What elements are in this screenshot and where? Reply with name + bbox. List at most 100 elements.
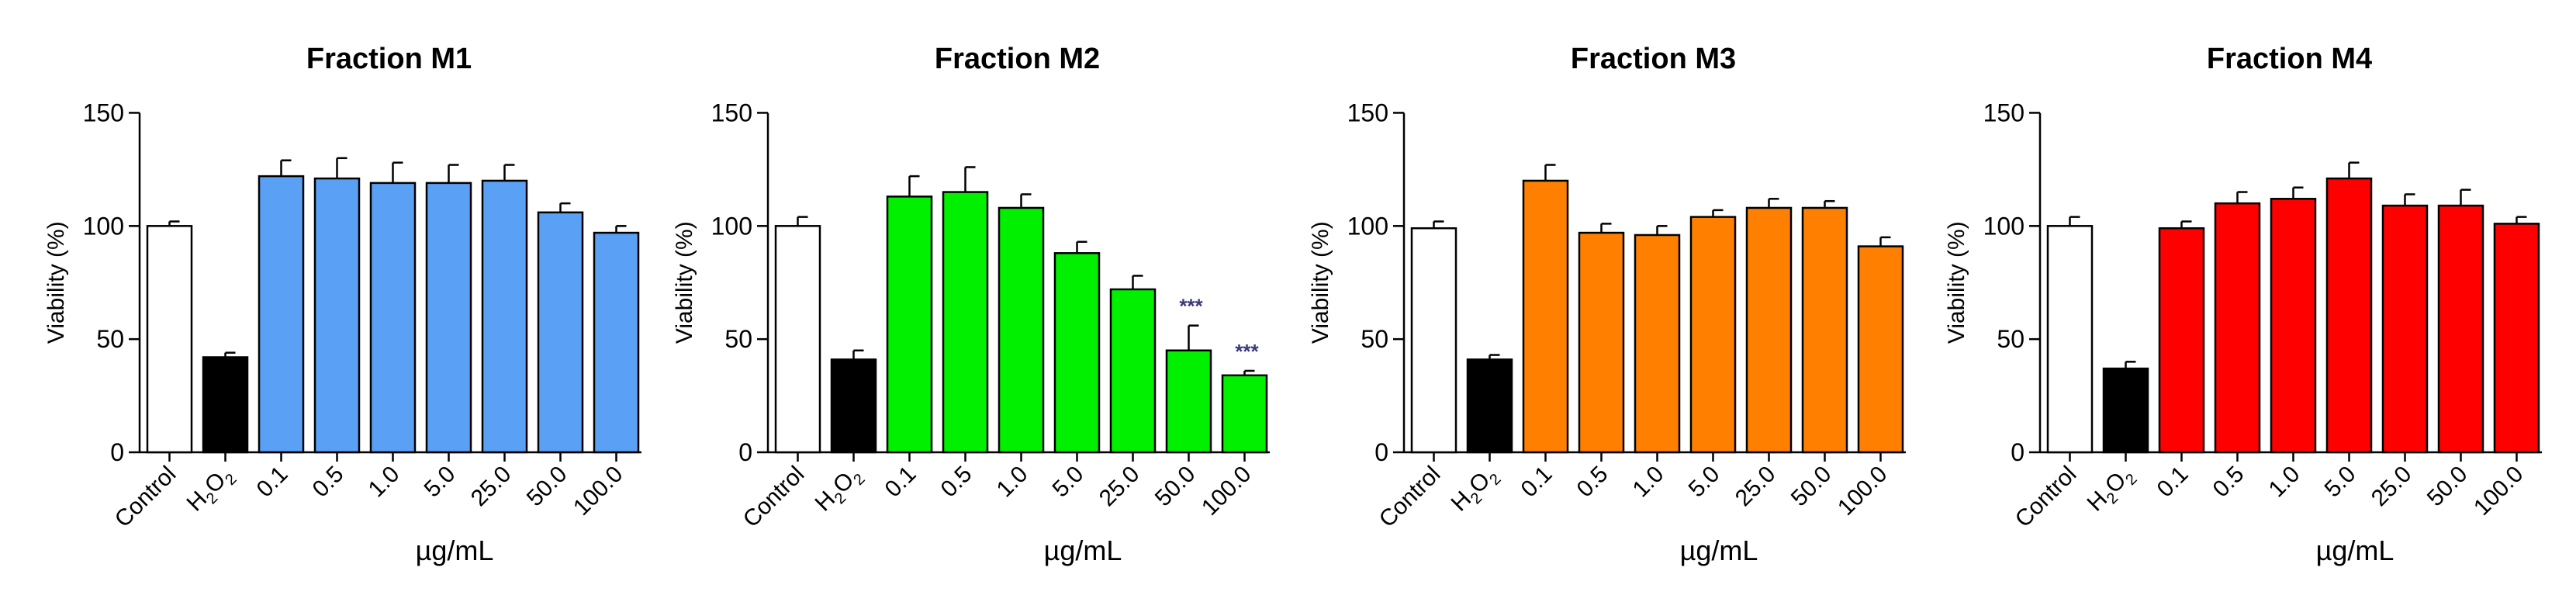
bar-8 — [2437, 204, 2484, 454]
bar-9 — [1221, 374, 1268, 454]
x-tick-label: H2O2 — [2083, 462, 2141, 520]
x-tick-label: 0.1 — [1516, 462, 1558, 503]
x-tick-label: 0.5 — [308, 462, 349, 503]
chart-panel-2: Fraction M2 Viability (%) 0 50 100 150 Control… — [628, 0, 1270, 602]
x-tick-label: 1.0 — [2264, 462, 2305, 503]
x-tick-label: H2O2 — [1447, 462, 1505, 520]
x-tick-label: 100.0 — [2469, 462, 2528, 521]
x-tick-label: 50.0 — [1150, 462, 1201, 512]
y-tick-label: 100 — [711, 212, 752, 240]
bar-7 — [2381, 204, 2429, 454]
y-tick-label: 50 — [1361, 325, 1388, 353]
significance-label: *** — [1179, 295, 1203, 318]
y-tick-label: 50 — [724, 325, 752, 353]
x-tick-label: 5.0 — [420, 462, 461, 503]
x-axis-label: µg/mL — [2316, 535, 2394, 566]
bar-4 — [1578, 231, 1625, 454]
bar-1 — [146, 225, 193, 454]
y-tick-label: 100 — [83, 212, 124, 240]
chart-panel-1: Fraction M1 Viability (%) 0 50 100 150 Control… — [0, 0, 641, 602]
x-tick-label: Control — [1374, 462, 1446, 533]
y-tick-label: 150 — [711, 99, 752, 126]
chart-panel-4: Fraction M4 Viability (%) 0 50 100 150 Control… — [1900, 0, 2542, 602]
y-tick-label: 0 — [110, 438, 124, 466]
x-tick-label: 25.0 — [2367, 462, 2417, 512]
x-tick-label: 25.0 — [466, 462, 517, 512]
y-tick-label: 0 — [738, 438, 752, 466]
bar-3 — [886, 195, 933, 454]
chart-title: Fraction M2 — [935, 43, 1100, 75]
bar-chart-svg: Fraction M1 Viability (%) 0 50 100 150 Control… — [43, 43, 641, 566]
bar-4 — [942, 191, 989, 454]
y-tick-label: 150 — [1983, 99, 2024, 126]
y-tick-label: 0 — [2011, 438, 2024, 466]
x-tick-label: Control — [110, 462, 182, 533]
bar-5 — [1634, 234, 1681, 454]
y-tick-label: 150 — [83, 99, 124, 126]
bar-2 — [1466, 358, 1513, 454]
x-tick-label: 0.1 — [252, 462, 293, 503]
y-tick-label: 100 — [1347, 212, 1388, 240]
bar-2 — [2102, 367, 2149, 454]
x-tick-label: 50.0 — [1786, 462, 1837, 512]
bar-3 — [258, 175, 305, 454]
y-axis-label: Viability (%) — [1944, 221, 1969, 344]
x-axis-label: µg/mL — [1044, 535, 1122, 566]
bar-5 — [369, 182, 417, 454]
x-tick-label: H2O2 — [182, 462, 240, 520]
bar-3 — [1522, 179, 1569, 454]
x-tick-label: H2O2 — [811, 462, 869, 520]
x-tick-label: 0.5 — [1572, 462, 1613, 503]
y-axis-label: Viability (%) — [43, 221, 69, 344]
x-tick-label: 25.0 — [1094, 462, 1145, 512]
x-axis-label: µg/mL — [1680, 535, 1758, 566]
x-tick-label: 5.0 — [1048, 462, 1089, 503]
x-tick-label: 100.0 — [569, 462, 628, 521]
x-tick-label: 100.0 — [1833, 462, 1892, 521]
bar-1 — [774, 225, 821, 454]
bar-8 — [1165, 349, 1212, 454]
bar-2 — [202, 356, 249, 454]
bar-8 — [537, 211, 584, 454]
x-tick-label: 0.1 — [880, 462, 921, 503]
x-axis-label: µg/mL — [416, 535, 494, 566]
y-tick-label: 150 — [1347, 99, 1388, 126]
bar-4 — [2214, 202, 2261, 454]
bar-9 — [1857, 245, 1904, 454]
bar-chart-svg: Fraction M3 Viability (%) 0 50 100 150 Control… — [1308, 43, 1906, 566]
bar-1 — [2046, 225, 2094, 454]
bar-2 — [830, 358, 877, 454]
bar-7 — [1745, 206, 1793, 454]
x-tick-label: Control — [2011, 462, 2082, 533]
x-tick-label: 0.5 — [2208, 462, 2249, 503]
bar-4 — [313, 177, 361, 454]
y-tick-label: 0 — [1374, 438, 1388, 466]
chart-title: Fraction M3 — [1571, 43, 1736, 75]
y-axis-label: Viability (%) — [672, 221, 697, 344]
bar-5 — [2270, 198, 2317, 454]
bar-1 — [1410, 227, 1457, 454]
chart-title: Fraction M4 — [2207, 43, 2372, 75]
x-tick-label: 25.0 — [1731, 462, 1781, 512]
bar-7 — [481, 179, 528, 454]
x-tick-label: 1.0 — [1628, 462, 1669, 503]
bar-7 — [1109, 288, 1157, 454]
x-tick-label: 0.1 — [2152, 462, 2194, 503]
y-tick-label: 100 — [1983, 212, 2024, 240]
bar-5 — [998, 206, 1045, 454]
bar-6 — [425, 182, 472, 454]
x-tick-label: 0.5 — [936, 462, 977, 503]
bar-chart-svg: Fraction M2 Viability (%) 0 50 100 150 Control… — [672, 43, 1270, 566]
bar-3 — [2158, 227, 2205, 454]
y-axis-label: Viability (%) — [1308, 221, 1333, 344]
x-tick-label: 50.0 — [2422, 462, 2473, 512]
x-tick-label: 5.0 — [2320, 462, 2361, 503]
bar-6 — [1689, 216, 1737, 454]
x-tick-label: 5.0 — [1684, 462, 1725, 503]
chart-title: Fraction M1 — [306, 43, 472, 75]
x-tick-label: 50.0 — [522, 462, 572, 512]
bar-chart-svg: Fraction M4 Viability (%) 0 50 100 150 Control… — [1944, 43, 2542, 566]
bar-6 — [2325, 177, 2373, 454]
x-tick-label: 1.0 — [992, 462, 1033, 503]
